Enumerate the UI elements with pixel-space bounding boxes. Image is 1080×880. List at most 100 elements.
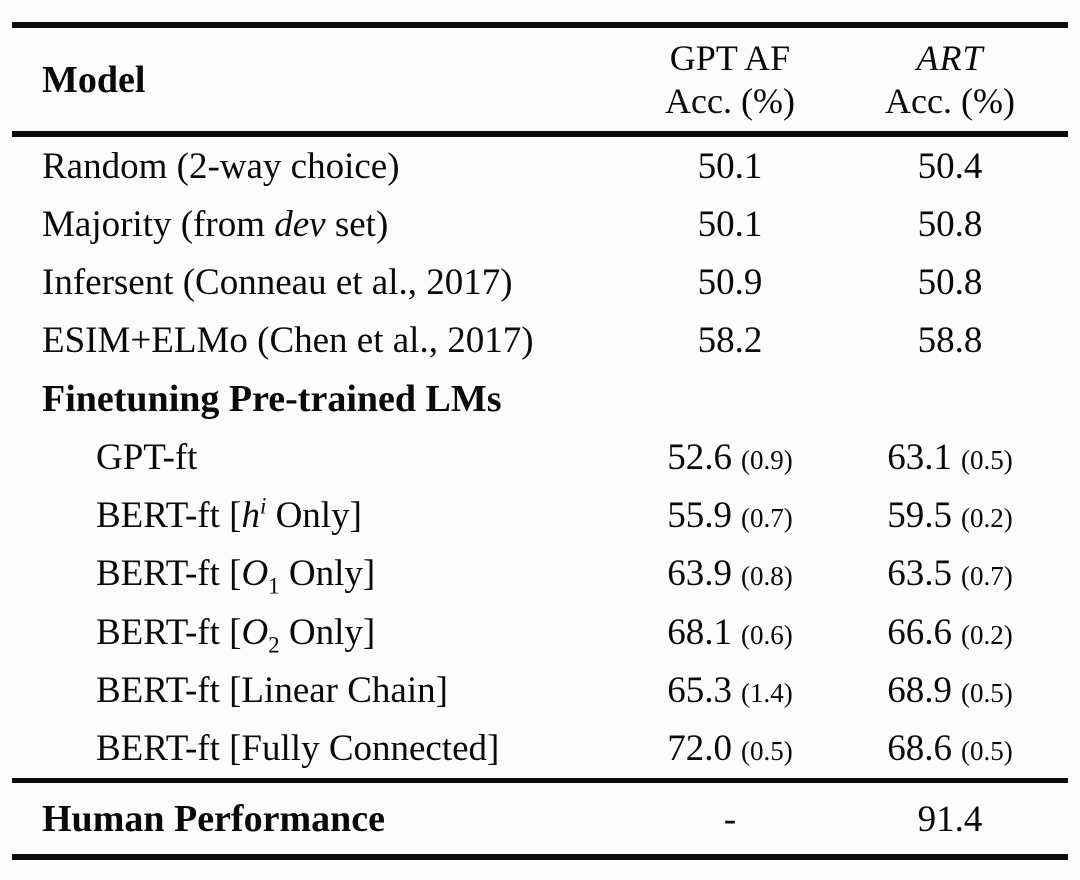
label-math-var: h [241,495,260,537]
value: - [723,798,737,840]
row-label: Infersent (Conneau et al., 2017) [42,262,513,304]
cell-gpt-af: 68.1 (0.6) [625,611,835,654]
value: 63.9 [667,553,732,595]
row-label: BERT-ft [Linear Chain] [96,670,448,712]
std-dev: (0.2) [961,619,1013,650]
value: 58.2 [697,320,763,362]
value: 72.0 [667,728,732,770]
label-part: BERT-ft [ [96,611,242,653]
value: 66.6 [887,611,952,653]
column-header-art-line2: Acc. (%) [885,80,1015,121]
row-label: BERT-ft [O2 Only] [0,611,625,658]
cell-art: 59.5 (0.2) [835,494,1065,537]
value: 50.1 [697,203,763,245]
table-row-human-performance: Human Performance - 91.4 [0,784,1080,854]
std-dev: (0.5) [961,678,1013,709]
label-subscript: 1 [268,573,280,599]
column-header-art: ART Acc. (%) [835,37,1065,123]
table-row-bert-fully-connected: BERT-ft [Fully Connected] 72.0 (0.5) 68.6… [0,720,1080,778]
row-label: BERT-ft [hi Only] [0,494,625,537]
cell-art: 91.4 [835,798,1065,841]
label-subscript: 2 [268,632,280,658]
cell-art: 50.4 [835,145,1065,188]
label-superscript: i [259,493,267,519]
label-part: BERT-ft [ [96,495,242,537]
cell-art: 66.6 (0.2) [835,611,1065,654]
row-label: BERT-ft [O1 Only] [0,552,625,597]
table-row-bert-o2-only: BERT-ft [O2 Only] 68.1 (0.6) 66.6 (0.2) [0,603,1080,661]
table-row-bert-o1-only: BERT-ft [O1 Only] 63.9 (0.8) 63.5 (0.7) [0,545,1080,603]
value: 50.8 [917,262,983,304]
cell-art: 63.1 (0.5) [835,436,1065,479]
cell-gpt-af: - [625,798,835,841]
section-header-label: Finetuning Pre-trained LMs [42,378,502,421]
table-row-random: Random (2-way choice) 50.1 50.4 [0,137,1080,195]
std-dev: (0.5) [741,736,793,767]
row-label: ESIM+ELMo (Chen et al., 2017) [42,320,534,362]
value: 55.9 [667,495,732,537]
cell-gpt-af: 65.3 (1.4) [625,669,835,712]
cell-art: 50.8 [835,203,1065,246]
table-row-bert-hi-only: BERT-ft [hi Only] 55.9 (0.7) 59.5 (0.2) [0,487,1080,545]
value: 91.4 [917,798,983,840]
table-row-section-finetuning: Finetuning Pre-trained LMs [0,370,1080,428]
cell-art: 58.8 [835,319,1065,362]
label-part: BERT-ft [ [96,553,242,595]
value: 68.9 [887,670,952,712]
row-label: BERT-ft [Fully Connected] [96,728,500,770]
header-separator-rule [12,131,1068,137]
table-bottom-rule [12,854,1068,860]
row-label: Majority (from dev set) [0,203,625,246]
std-dev: (0.5) [961,444,1013,475]
value: 68.1 [667,611,732,653]
column-header-gpt-af: GPT AF Acc. (%) [625,37,835,123]
label-part: Only] [279,611,376,653]
value: 58.8 [917,320,983,362]
value: 50.9 [697,262,763,304]
cell-gpt-af: 52.6 (0.9) [625,436,835,479]
table-row-esim-elmo: ESIM+ELMo (Chen et al., 2017) 58.2 58.8 [0,312,1080,370]
footer-separator-rule [12,778,1068,783]
table-row-majority: Majority (from dev set) 50.1 50.8 [0,195,1080,253]
label-part: Only] [266,495,362,537]
value: 68.6 [887,728,952,770]
std-dev: (0.7) [741,503,793,534]
value: 52.6 [667,436,732,478]
table-row-bert-linear-chain: BERT-ft [Linear Chain] 65.3 (1.4) 68.9 (0.… [0,661,1080,719]
row-label: Random (2-way choice) [42,145,400,187]
value: 63.5 [887,553,952,595]
table-row-infersent: Infersent (Conneau et al., 2017) 50.9 50… [0,254,1080,312]
column-header-gpt-af-line1: GPT AF [669,37,791,78]
table-header-row: Model GPT AF Acc. (%) ART Acc. (%) [0,28,1080,131]
label-math-var: O [241,611,269,653]
label-part: set) [325,203,389,245]
cell-art: 50.8 [835,261,1065,304]
cell-gpt-af: 50.1 [625,145,835,188]
cell-art: 68.6 (0.5) [835,727,1065,770]
cell-gpt-af: 58.2 [625,319,835,362]
label-part: Only] [279,553,376,595]
std-dev: (0.5) [961,736,1013,767]
table-top-rule [12,22,1068,28]
std-dev: (0.8) [741,561,793,592]
row-label: GPT-ft [96,436,198,478]
std-dev: (0.9) [741,444,793,475]
label-math-var: O [241,553,269,595]
cell-gpt-af: 55.9 (0.7) [625,494,835,537]
column-header-gpt-af-line2: Acc. (%) [665,80,795,121]
table-row-gpt-ft: GPT-ft 52.6 (0.9) 63.1 (0.5) [0,428,1080,486]
label-part: Majority (from [42,203,275,245]
cell-gpt-af: 72.0 (0.5) [625,727,835,770]
std-dev: (0.6) [741,619,793,650]
label-italic-part: dev [274,203,326,245]
cell-gpt-af: 50.9 [625,261,835,304]
cell-gpt-af: 50.1 [625,203,835,246]
value: 50.8 [917,203,983,245]
std-dev: (1.4) [741,678,793,709]
value: 50.1 [697,145,763,187]
column-header-art-line1: ART [916,37,984,78]
value: 65.3 [667,670,732,712]
row-label: Human Performance [42,798,385,840]
value: 59.5 [887,495,952,537]
